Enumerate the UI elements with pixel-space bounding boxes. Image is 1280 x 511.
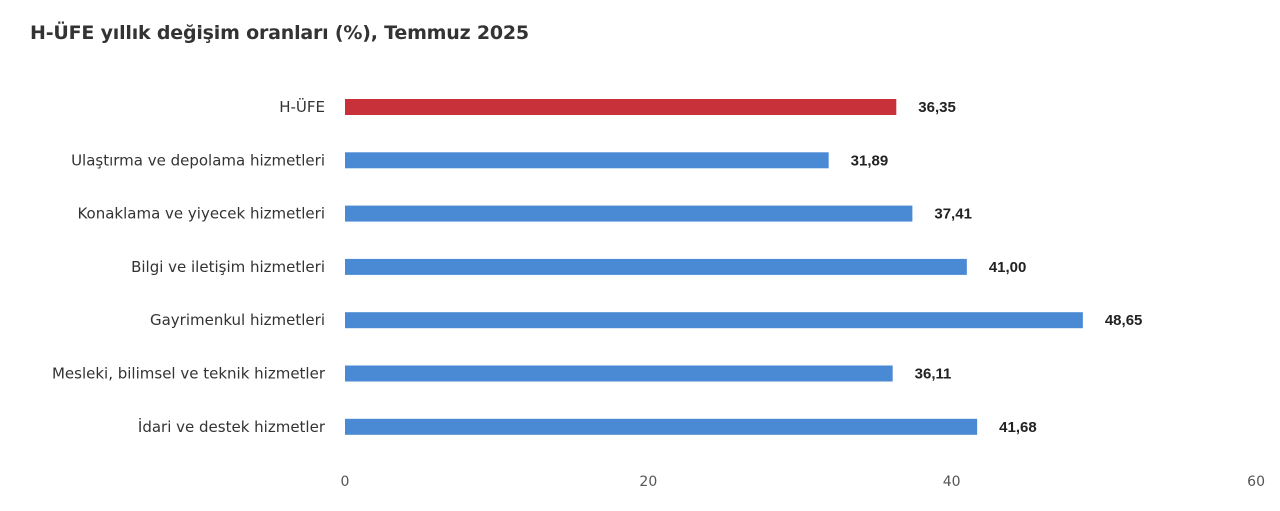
bar bbox=[345, 152, 829, 169]
bar bbox=[345, 418, 978, 435]
data-label: 36,11 bbox=[915, 366, 952, 383]
data-label: 37,41 bbox=[934, 206, 972, 223]
data-label: 48,65 bbox=[1105, 312, 1143, 329]
category-label: H-ÜFE bbox=[279, 97, 325, 116]
x-tick-label: 40 bbox=[943, 474, 961, 490]
category-label: Ulaştırma ve depolama hizmetleri bbox=[71, 151, 325, 169]
category-label: İdari ve destek hizmetler bbox=[138, 417, 326, 436]
data-label: 31,89 bbox=[851, 152, 889, 169]
data-label: 36,35 bbox=[918, 99, 956, 116]
chart-title: H-ÜFE yıllık değişim oranları (%), Temmu… bbox=[30, 22, 529, 44]
data-label: 41,00 bbox=[989, 259, 1027, 276]
category-label: Gayrimenkul hizmetleri bbox=[150, 311, 325, 329]
bar bbox=[345, 99, 897, 115]
x-tick-label: 0 bbox=[341, 474, 350, 490]
bar bbox=[345, 205, 913, 222]
bar bbox=[345, 258, 967, 275]
data-label: 41,68 bbox=[999, 419, 1037, 436]
category-label: Konaklama ve yiyecek hizmetleri bbox=[77, 205, 325, 223]
x-tick-label: 60 bbox=[1247, 474, 1265, 490]
x-tick-label: 20 bbox=[639, 474, 657, 490]
bar bbox=[345, 312, 1083, 329]
category-label: Mesleki, bilimsel ve teknik hizmetler bbox=[52, 365, 326, 383]
category-label: Bilgi ve iletişim hizmetleri bbox=[131, 258, 325, 276]
bar bbox=[345, 365, 893, 382]
